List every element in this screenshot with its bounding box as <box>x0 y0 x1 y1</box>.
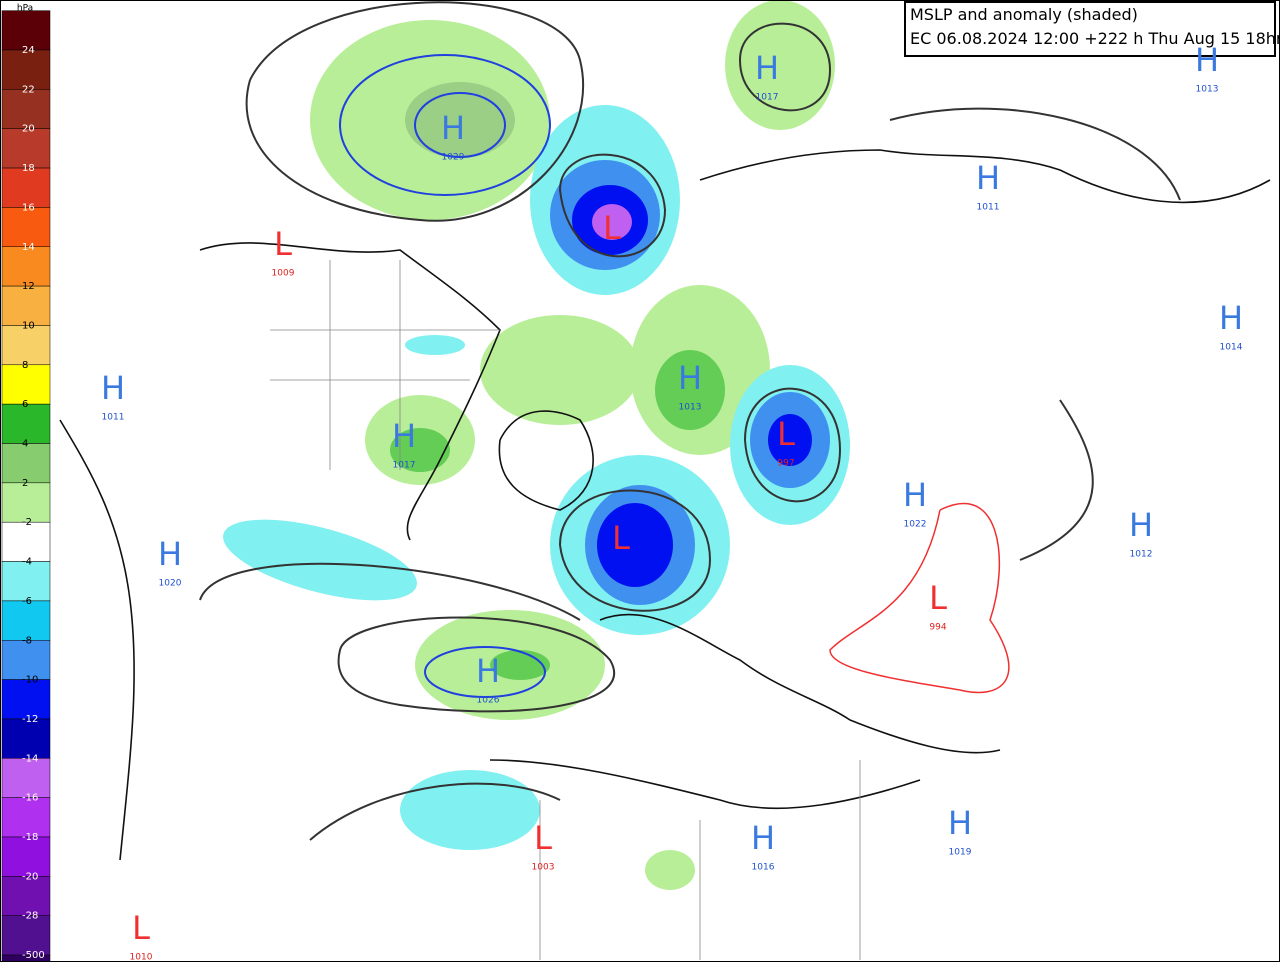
colorbar-swatch <box>1 325 51 366</box>
colorbar-label: 6 <box>22 399 28 410</box>
colorbar-swatch <box>1 758 51 798</box>
pressure-letter: H <box>751 819 775 857</box>
pressure-letter: L <box>534 819 552 857</box>
colorbar-label: 2 <box>22 478 28 489</box>
colorbar-label: -28 <box>22 911 38 922</box>
pressure-value: 1017 <box>393 461 416 471</box>
isobars <box>199 1 1181 841</box>
pressure-letter: H <box>976 159 1000 197</box>
pressure-letter: H <box>678 359 702 397</box>
pressure-letter: H <box>903 476 927 514</box>
pressure-letter: L <box>777 415 795 453</box>
colorbar-swatch <box>1 561 51 602</box>
colorbar-swatch <box>1 10 51 51</box>
colorbar-label: -500 <box>22 950 45 961</box>
colorbar-label: 4 <box>22 439 28 450</box>
pressure-value: 1029 <box>442 153 465 163</box>
pressure-value: 1019 <box>949 848 972 858</box>
colorbar-label: 16 <box>22 202 35 213</box>
pressure-value: 997 <box>777 459 794 469</box>
colorbar-swatch <box>1 915 51 956</box>
pressure-value: 1010 <box>130 953 153 962</box>
title-line: EC 06.08.2024 12:00 +222 h Thu Aug 15 18… <box>910 29 1280 48</box>
colorbar-label: -2 <box>22 517 32 528</box>
colorbar-label: -12 <box>22 714 38 725</box>
pressure-letter: H <box>392 417 416 455</box>
pressure-value: 1011 <box>977 203 1000 213</box>
pressure-letter: H <box>1195 41 1219 79</box>
colorbar-swatch <box>1 679 51 720</box>
pressure-value: 1012 <box>1130 550 1153 560</box>
colorbar-swatch <box>1 167 51 208</box>
colorbar-label: -16 <box>22 793 38 804</box>
colorbar-label: -8 <box>22 635 32 646</box>
pressure-letter: H <box>755 49 779 87</box>
colorbar-swatch <box>1 207 51 247</box>
pressure-value: 1020 <box>159 579 182 589</box>
pressure-letter: H <box>1129 506 1153 544</box>
colorbar-swatch <box>1 246 51 287</box>
colorbar-label: -10 <box>22 675 38 686</box>
colorbar-label: -18 <box>22 832 38 843</box>
title-line: MSLP and anomaly (shaded) <box>910 5 1138 24</box>
pressure-value: 994 <box>929 623 946 633</box>
pressure-letter: H <box>441 109 465 147</box>
pressure-letter: L <box>929 579 947 617</box>
pressure-letter: H <box>948 804 972 842</box>
pressure-value: 1022 <box>904 520 927 530</box>
colorbar-swatch <box>1 403 51 444</box>
pressure-value: 1013 <box>1196 85 1219 95</box>
title-box <box>904 1 1276 57</box>
pressure-letter: L <box>603 209 621 247</box>
anomaly-shading <box>223 0 850 890</box>
colorbar-label: -14 <box>22 753 38 764</box>
colorbar-swatch <box>1 718 51 759</box>
colorbar-label: 14 <box>22 242 35 253</box>
colorbar-swatch <box>1 482 51 523</box>
colorbar-swatch <box>1 89 51 129</box>
pressure-value: 1016 <box>752 863 775 873</box>
pressure-letter: L <box>612 519 630 557</box>
colorbar-unit: hPa <box>17 4 33 14</box>
colorbar-label: 24 <box>22 45 35 56</box>
colorbar-label: -4 <box>22 557 32 568</box>
pressure-letter: L <box>132 909 150 947</box>
colorbar-swatch <box>1 954 51 962</box>
colorbar-swatch <box>1 49 51 90</box>
pressure-value: 1017 <box>756 93 779 103</box>
colorbar-label: 22 <box>22 84 35 95</box>
colorbar-swatch <box>1 836 51 877</box>
pressure-value: 1026 <box>477 696 500 706</box>
pressure-value: 1011 <box>102 413 125 423</box>
coastlines <box>59 149 1271 960</box>
pressure-letter: L <box>274 225 292 263</box>
colorbar-swatch <box>1 443 51 484</box>
colorbar-label: 18 <box>22 163 35 174</box>
pressure-letter: H <box>158 535 182 573</box>
colorbar-label: -6 <box>22 596 32 607</box>
pressure-letter: H <box>1219 299 1243 337</box>
colorbar-label: 12 <box>22 281 35 292</box>
colorbar-label: -20 <box>22 871 38 882</box>
pressure-value: 1014 <box>1220 343 1243 353</box>
colorbar-label: 8 <box>22 360 28 371</box>
colorbar-label: 10 <box>22 320 35 331</box>
pressure-value: 1003 <box>532 863 555 873</box>
colorbar-label: 20 <box>22 124 35 135</box>
pressure-letter: H <box>101 369 125 407</box>
pressure-centers: H 1029 H 1017 L 1009 L H 1013 H 1011 H 1014 H 1011 H 101… <box>101 41 1243 962</box>
pressure-value: 1013 <box>679 403 702 413</box>
colorbar-swatch <box>1 797 51 838</box>
pressure-value: 1009 <box>272 269 295 279</box>
colorbar-swatch <box>1 364 51 405</box>
colorbar: 24 22 20 18 16 14 12 10 8 6 4 2 -2 -4 -6 -8 -10 -12 -14 -16… <box>1 10 51 962</box>
pressure-letter: H <box>476 652 500 690</box>
colorbar-swatch <box>1 128 51 169</box>
